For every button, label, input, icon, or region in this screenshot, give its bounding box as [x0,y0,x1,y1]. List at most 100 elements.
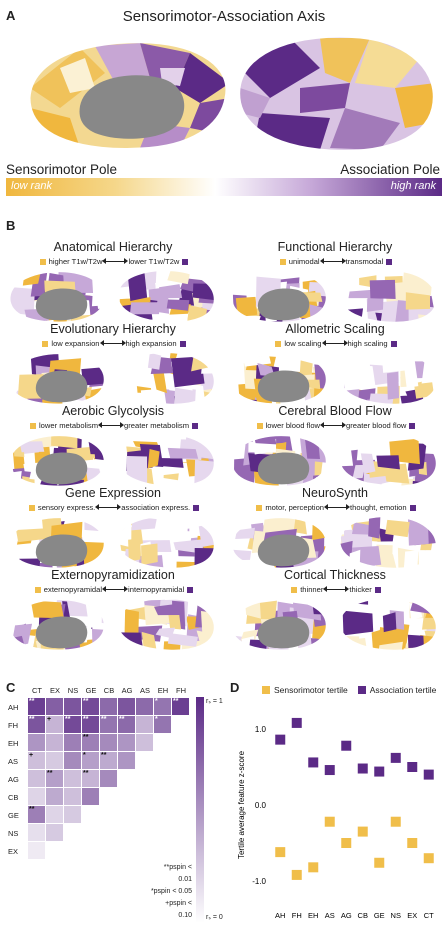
low-swatch [34,586,41,593]
significance-mark: ** [65,716,71,723]
feature-map-legend: motor, perception thought, emotion [236,503,436,512]
matrix-cell: ** [28,716,45,733]
matrix-cell [118,698,135,715]
significance-mark: + [47,716,52,723]
high-swatch [390,340,397,347]
matrix-cell [46,698,63,715]
legend-sensorimotor: Sensorimotor tertile [274,685,348,695]
feature-map-legend: sensory express. association express. [14,503,214,512]
pole-left-label: Sensorimotor Pole [6,162,118,177]
feature-map-2: Functional Hierarchy unimodal transmodal [226,240,444,323]
matrix-cell: ** [100,752,117,769]
data-point [407,838,418,848]
low-label: lower blood flow [265,421,321,430]
feature-map-8: NeuroSynth motor, perception thought, emot… [226,486,444,569]
matrix-cell [28,788,45,805]
data-point [390,752,401,763]
high-swatch [193,504,200,511]
x-tick-label: AS [325,911,335,920]
double-arrow-icon [323,586,350,592]
high-label: high scaling [347,339,388,348]
matrix-cell [64,752,81,769]
low-swatch [42,340,49,347]
significance-mark: * [83,752,86,759]
significance-mark: + [29,752,34,759]
significance-mark: ** [83,716,89,723]
correlation-matrix: CT EX NS GE CB AG AS EH FH AH ** ** * ** FH ** + ** ** ** **… [8,686,189,859]
low-label: lower metabolism [38,421,99,430]
data-point [275,734,286,745]
matrix-cell [100,698,117,715]
data-point [291,717,302,728]
matrix-cell: + [28,752,45,769]
data-point [291,869,302,880]
matrix-cell [118,752,135,769]
matrix-cell [100,734,117,751]
double-arrow-icon [102,258,129,264]
high-swatch [409,504,416,511]
significance-mark: ** [101,716,107,723]
significance-mark: ** [101,752,107,759]
data-point [341,740,352,751]
low-label: low scaling [284,339,322,348]
data-point [308,757,319,768]
matrix-row-label: AS [8,757,19,766]
matrix-cell: ** [28,806,45,823]
data-point [423,853,434,864]
double-arrow-icon [321,340,348,346]
feature-map-brains [9,516,215,569]
low-label: motor, perception [265,503,325,512]
sensorimotor-swatch [262,686,270,694]
matrix-cell: ** [172,698,189,715]
significance-legend: **pspin < 0.01 *pspin < 0.05 +pspin < 0.… [150,862,192,922]
matrix-row-label: FH [8,721,18,730]
feature-map-brains [231,434,437,487]
matrix-cell [64,734,81,751]
significance-mark: ** [29,698,35,705]
high-label: association express. [121,503,191,512]
feature-map-9: Externopyramidization externopyramidal int… [4,568,222,651]
x-tick-label: EX [407,911,417,920]
feature-map-brains [231,516,437,569]
low-swatch [291,586,298,593]
significance-mark: ** [29,716,35,723]
feature-map-title: Anatomical Hierarchy [53,240,173,254]
matrix-cell [136,716,153,733]
feature-map-6: Cerebral Blood Flow lower blood flow great… [226,404,444,487]
data-point [308,862,319,873]
high-label: high expansion [125,339,177,348]
high-swatch [386,258,393,265]
low-label: low expansion [51,339,100,348]
data-point [374,857,385,868]
panel-a-title: Sensorimotor-Association Axis [122,8,326,25]
feature-map-brains [9,434,215,487]
low-label: sensory express. [37,503,96,512]
high-swatch [409,422,416,429]
matrix-row-label: EH [8,739,19,748]
x-tick-label: AG [341,911,352,920]
matrix-row-label: AG [8,775,19,784]
feature-map-brains [9,352,215,405]
low-swatch [275,340,282,347]
high-label: thicker [349,585,372,594]
feature-map-title: Cerebral Blood Flow [278,404,392,418]
data-point [423,769,434,780]
feature-map-brains [9,270,215,323]
low-swatch [256,422,263,429]
high-label: lower T1w/T2w [128,257,180,266]
y-tick-label: -1.0 [252,877,266,886]
x-tick-label: EH [308,911,318,920]
matrix-cell [46,824,63,841]
matrix-row-label: GE [8,811,19,820]
data-point [407,762,418,772]
feature-map-4: Allometric Scaling low scaling high scalin… [226,322,444,405]
matrix-col-label: CT [32,686,42,695]
low-swatch [256,504,263,511]
x-tick-label: CB [358,911,368,920]
feature-map-brains [231,352,437,405]
matrix-row-label: AH [8,703,19,712]
matrix-cell: * [154,716,171,733]
panel-b-label: B [6,218,16,233]
matrix-cell: + [46,716,63,733]
legend-p05: *pspin < 0.05 [150,888,192,895]
